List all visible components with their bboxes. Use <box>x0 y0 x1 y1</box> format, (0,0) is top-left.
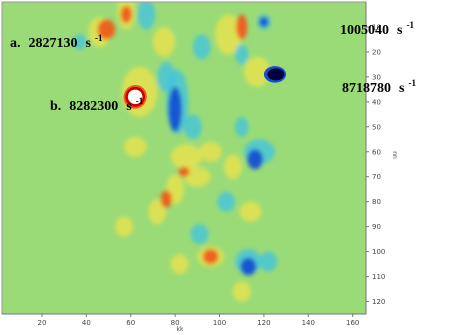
annotation-c-unit: s <box>397 23 403 38</box>
y-tick-label: 60 <box>372 148 381 156</box>
heatmap-blob <box>235 116 249 137</box>
x-axis-title: kk <box>177 326 184 333</box>
y-tick-label: 80 <box>372 198 381 206</box>
heatmap-blob <box>199 141 222 162</box>
heatmap-blob <box>137 2 156 30</box>
heatmap-blob <box>236 14 248 40</box>
annotation-a-value: 2827130 <box>29 36 78 51</box>
y-axis-title: nn <box>391 151 398 159</box>
annotation-b-value: 8282300 <box>69 99 118 114</box>
heatmap-blob <box>215 14 242 55</box>
peak-b-core <box>127 89 143 105</box>
heatmap-blob <box>239 201 262 222</box>
heatmap-blob <box>97 19 116 40</box>
annotation-b-exponent: -1 <box>136 96 144 106</box>
heatmap-blob <box>259 16 269 27</box>
heatmap-blob <box>243 56 271 87</box>
x-tick-label: 120 <box>257 319 270 327</box>
y-tick-label: 20 <box>372 48 381 56</box>
x-tick-label: 60 <box>126 319 135 327</box>
annotation-a-exponent: -1 <box>95 33 103 43</box>
heatmap-blob <box>124 136 147 157</box>
heatmap-blob <box>202 249 219 265</box>
heatmap-blob <box>240 257 257 276</box>
annotation-b-prefix: b. <box>50 99 61 114</box>
x-tick-label: 40 <box>82 319 91 327</box>
heatmap-blob <box>157 61 176 92</box>
heatmap-blob <box>148 199 167 225</box>
heatmap-blob <box>178 166 190 177</box>
x-tick-label: 80 <box>171 319 180 327</box>
heatmap-blob <box>115 216 133 237</box>
heatmap-blob <box>192 34 211 60</box>
heatmap-blob <box>235 44 249 65</box>
annotation-d-value: 8718780 <box>342 81 391 96</box>
heatmap-blob <box>152 26 176 57</box>
heatmap-blobs <box>73 2 287 302</box>
annotation-a: a. 2827130 s -1 <box>10 33 103 51</box>
heatmap-blob <box>184 166 211 187</box>
annotation-b-unit: s <box>126 99 132 114</box>
annotation-c-exponent: -1 <box>406 20 414 30</box>
y-tick-label: 100 <box>372 248 385 256</box>
heatmap-blob <box>223 154 242 180</box>
annotation-d-exponent: -1 <box>408 78 416 88</box>
annotation-a-prefix: a. <box>10 36 21 51</box>
annotation-c: 1005040 s -1 <box>340 20 414 38</box>
annotation-a-unit: s <box>86 36 92 51</box>
x-tick-label: 140 <box>302 319 315 327</box>
x-tick-label: 100 <box>213 319 226 327</box>
annotation-d-unit: s <box>399 81 405 96</box>
heatmap-blob <box>259 251 278 272</box>
y-tick-label: 50 <box>372 123 381 131</box>
y-axis: 10 20 30 40 50 60 70 80 90 100 110 120 <box>365 2 385 314</box>
annotation-c-value: 1005040 <box>340 23 389 38</box>
annotation-b: b. 8282300 s -1 <box>50 96 144 114</box>
x-axis: 20 40 60 80 100 120 140 160 <box>2 313 366 327</box>
y-tick-label: 40 <box>372 98 381 106</box>
x-tick-label: 20 <box>37 319 46 327</box>
x-tick-label: 160 <box>346 319 359 327</box>
heatmap-blob <box>232 281 251 302</box>
y-tick-label: 30 <box>372 73 381 81</box>
heatmap-blob <box>217 191 236 212</box>
heatmap-blob <box>190 224 209 245</box>
heatmap-blob <box>170 254 189 275</box>
peak-d-core <box>267 68 285 81</box>
heatmap-blob <box>247 149 263 170</box>
y-tick-label: 10 <box>372 23 381 31</box>
heatmap-blob <box>170 144 202 170</box>
annotation-d: 8718780 s -1 <box>342 78 416 96</box>
heatmap-blob <box>184 114 202 140</box>
heatmap-blob <box>73 34 87 50</box>
heatmap-blob <box>160 190 172 208</box>
y-tick-label: 120 <box>372 298 385 306</box>
heatmap-blob <box>168 86 182 132</box>
y-tick-label: 90 <box>372 223 381 231</box>
heatmap-blob <box>120 5 132 24</box>
y-tick-label: 70 <box>372 173 381 181</box>
y-tick-label: 110 <box>372 273 385 281</box>
